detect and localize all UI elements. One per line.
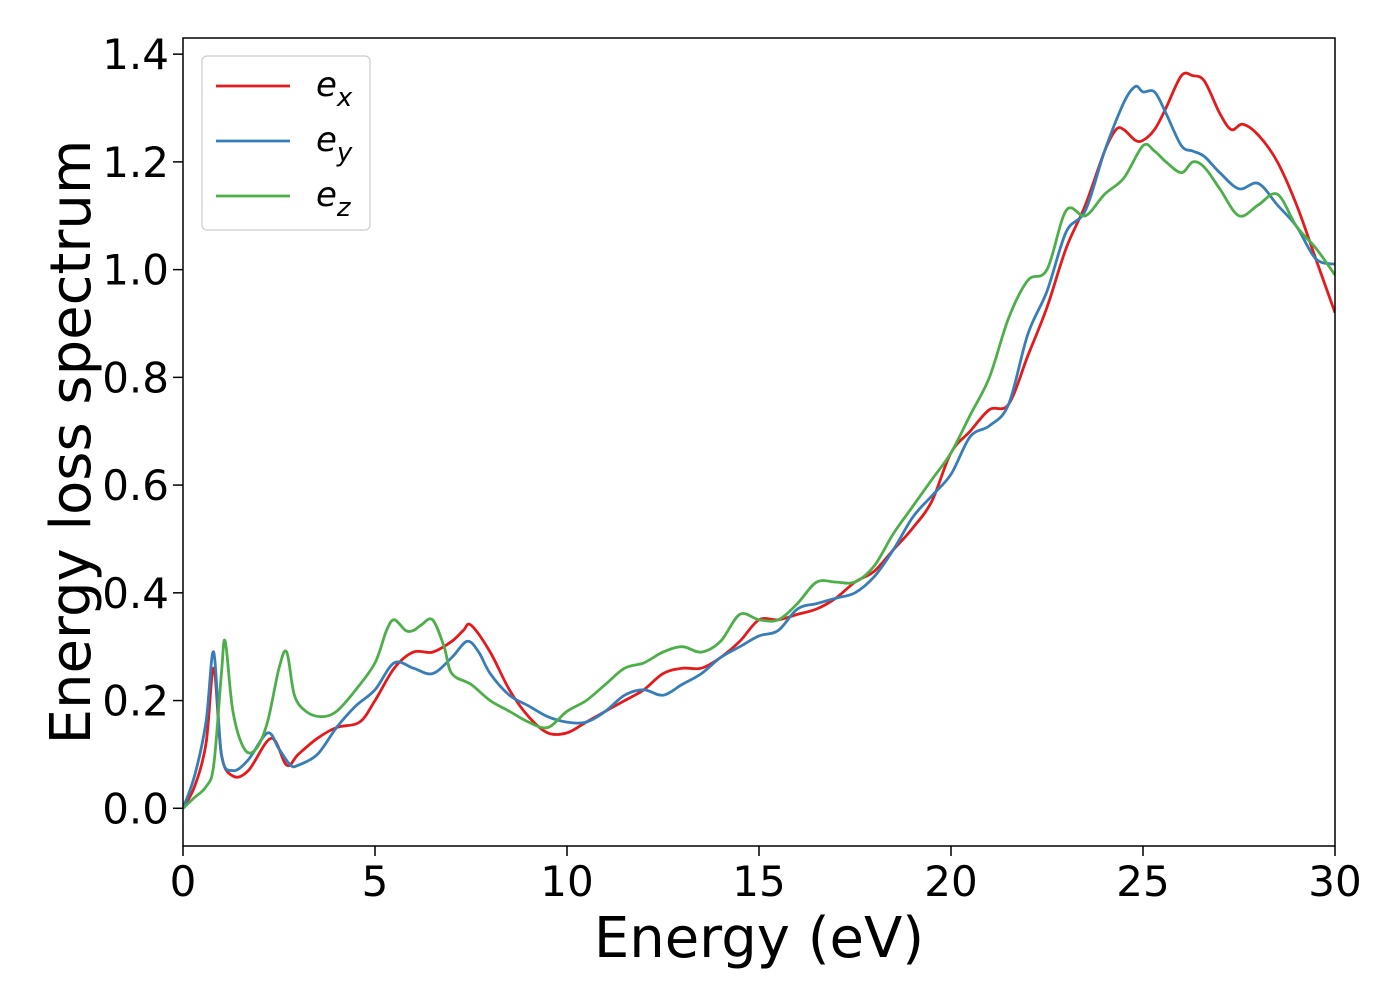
legend-label-subscript: y xyxy=(336,138,353,168)
series-line-y xyxy=(183,84,1335,809)
x-tick-label: 15 xyxy=(732,857,785,906)
legend-box xyxy=(201,55,371,231)
legend-label-subscript: x xyxy=(336,83,353,113)
legend-label-base: e xyxy=(316,120,337,160)
x-axis-ticks: 0 5 10 15 20 25 30 xyxy=(170,846,1362,906)
legend-label-y: ey xyxy=(316,120,353,168)
legend-label-z: ez xyxy=(316,175,352,223)
y-axis-ticks: 0.0 0.2 0.4 0.6 0.8 1.0 1.2 1.4 xyxy=(102,30,183,833)
y-axis-title: Energy loss spectrum xyxy=(39,140,104,745)
legend-label-base: e xyxy=(316,65,337,105)
legend-label-base: e xyxy=(316,175,337,215)
x-tick-label: 5 xyxy=(362,857,389,906)
y-tick-label: 0.6 xyxy=(102,461,169,510)
series-line-x xyxy=(183,71,1335,809)
x-tick-label: 0 xyxy=(170,857,197,906)
series-line-z xyxy=(183,142,1335,810)
y-tick-label: 1.2 xyxy=(102,138,169,187)
x-tick-label: 20 xyxy=(924,857,977,906)
y-tick-label: 1.0 xyxy=(102,246,169,295)
x-tick-label: 10 xyxy=(540,857,593,906)
y-tick-label: 0.0 xyxy=(102,784,169,833)
x-tick-label: 25 xyxy=(1116,857,1169,906)
series-layer xyxy=(183,71,1335,810)
x-tick-label: 30 xyxy=(1308,857,1361,906)
legend-label-subscript: z xyxy=(336,193,352,223)
legend-label-x: ex xyxy=(316,65,353,113)
y-tick-label: 0.8 xyxy=(102,353,169,402)
y-tick-label: 0.4 xyxy=(102,569,169,618)
x-axis-title: Energy (eV) xyxy=(594,906,924,971)
y-tick-label: 1.4 xyxy=(102,30,169,79)
y-tick-label: 0.2 xyxy=(102,677,169,726)
